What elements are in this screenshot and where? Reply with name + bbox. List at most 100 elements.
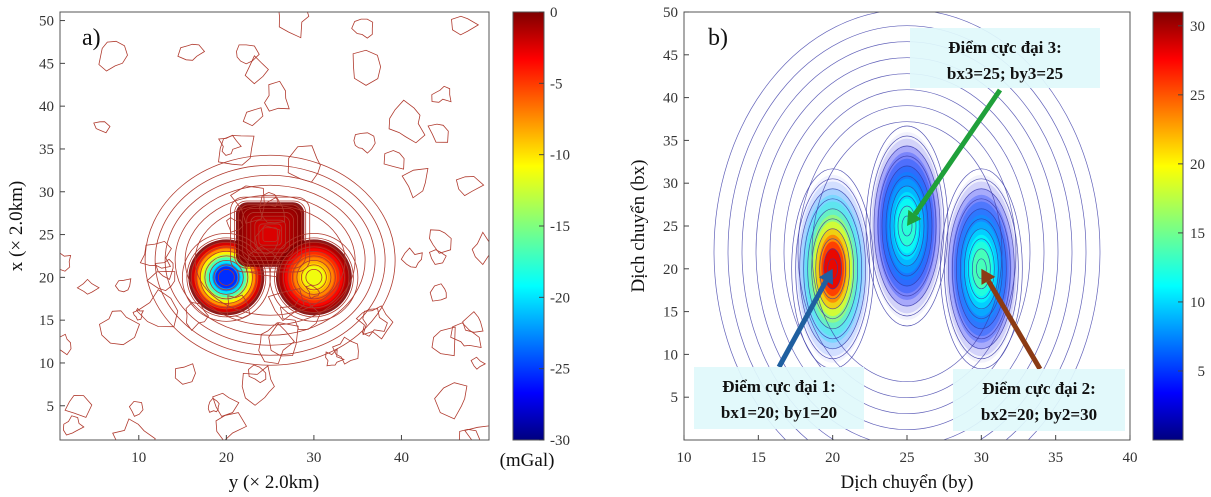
peak-contour	[885, 175, 929, 277]
annotation-arrow	[986, 279, 1043, 371]
noise-contour	[427, 123, 449, 143]
anomaly-contour	[190, 241, 262, 313]
noise-contour	[226, 294, 251, 319]
annotation-arrow	[776, 279, 829, 369]
y-tick-label: 25	[39, 228, 54, 244]
colorbar-tick-label: 20	[1190, 157, 1205, 173]
noise-contour	[400, 247, 423, 268]
colorbar-unit-label: (mGal)	[500, 450, 555, 471]
peak-contour	[873, 145, 941, 307]
anomaly-contour	[305, 268, 323, 286]
y-tick-label: 45	[39, 56, 54, 72]
panel-label-a: a)	[82, 25, 101, 51]
peak-contour	[963, 228, 999, 310]
outer-contour	[174, 184, 366, 336]
x-tick-label: 20	[825, 450, 840, 466]
y-tick-label: 30	[39, 185, 54, 201]
anomaly-contour	[250, 215, 290, 254]
anomaly-contour	[296, 259, 332, 295]
x-tick-label: 30	[974, 450, 989, 466]
noise-contour	[459, 428, 481, 440]
peak-contour	[971, 248, 991, 290]
noise-contour	[146, 270, 176, 292]
anomaly-contour	[291, 255, 336, 300]
noise-contour	[174, 363, 196, 385]
peak-contour	[947, 188, 1015, 350]
noise-contour	[455, 176, 485, 197]
noise-contour	[464, 425, 489, 440]
anomaly-contour	[186, 237, 267, 318]
noise-contour	[98, 40, 128, 72]
colorbar-ticks-a: 0 -5 -10 -15 -20 -25 -30	[539, 5, 570, 449]
peak-contour	[975, 258, 987, 280]
arrow-head	[818, 268, 833, 285]
x-tick-label: 40	[1123, 450, 1138, 466]
colorbar-tick-label: -30	[550, 433, 570, 449]
annotation-value: bx2=20; by2=30	[981, 405, 1097, 424]
outer-contour	[755, 57, 1059, 440]
y-tick-label: 10	[663, 347, 678, 363]
noise-contour	[62, 415, 85, 436]
noise-contour	[226, 217, 244, 233]
y-tick-label: 15	[663, 305, 678, 321]
noise-contour	[429, 249, 447, 265]
noise-contour	[352, 49, 382, 86]
noise-contour	[325, 348, 346, 367]
peak-contour	[811, 218, 855, 320]
colorbar-tick-label: -25	[550, 362, 570, 378]
anomaly-contour	[213, 264, 240, 291]
y-tick-label: 35	[663, 133, 678, 149]
noise-contour	[388, 99, 426, 144]
peak-contour	[823, 248, 843, 290]
annotation-title: Điểm cực đại 1:	[722, 377, 836, 396]
panel-b: 10 15 20 25 30 35 40 5 10 15 20 25 30 35 40 45 50 b) Dịc…	[628, 5, 1206, 493]
noise-contour	[353, 132, 376, 154]
noise-contour	[401, 168, 429, 199]
annotation-value: bx3=25; by3=25	[947, 64, 1063, 83]
y-tick-label: 50	[663, 5, 678, 21]
noise-contour	[64, 395, 93, 418]
x-tick-label: 10	[677, 450, 692, 466]
noise-contour	[230, 185, 265, 224]
noise-contour	[114, 278, 132, 293]
y-tick-label: 35	[39, 142, 54, 158]
anomaly-contour	[217, 268, 235, 286]
noise-contour	[60, 333, 72, 356]
outer-contour	[797, 105, 1017, 399]
colorbar-tick-label: 30	[1190, 19, 1205, 35]
y-tick-label: 5	[47, 399, 55, 415]
annotation-box	[953, 369, 1125, 431]
colorbar-tick-label: 5	[1198, 364, 1206, 380]
outer-contour	[741, 41, 1073, 440]
peak-contour	[815, 228, 851, 310]
outer-contour	[194, 204, 346, 316]
colorbar-tick-label: 10	[1190, 295, 1205, 311]
anomaly-contour	[262, 227, 278, 242]
anomaly-contour	[181, 232, 271, 322]
noise-contour	[60, 252, 72, 272]
outer-contour	[184, 194, 356, 326]
noise-contour	[112, 418, 156, 440]
peak-contour	[897, 205, 917, 247]
contour-lines-b	[713, 12, 1101, 440]
outer-contour	[769, 73, 1045, 431]
annotation-title: Điểm cực đại 2:	[982, 379, 1096, 398]
x-tick-label: 25	[900, 450, 915, 466]
x-axis-label-a: y (× 2.0km)	[229, 472, 319, 493]
noise-contour	[154, 258, 174, 280]
noise-contour	[351, 18, 374, 39]
noise-contour	[287, 145, 321, 183]
noise-contour	[236, 44, 260, 65]
y-tick-label: 5	[671, 390, 679, 406]
noise-contour	[128, 400, 144, 417]
peak-contour	[819, 238, 847, 300]
anomaly-contour	[208, 259, 244, 295]
annotation-box	[910, 28, 1100, 88]
peak-contour	[865, 125, 949, 327]
noise-contour	[99, 310, 140, 346]
peak-contour	[893, 195, 921, 257]
y-tick-label: 15	[39, 313, 54, 329]
y-tick-label: 40	[663, 91, 678, 107]
noise-contour	[185, 302, 210, 332]
